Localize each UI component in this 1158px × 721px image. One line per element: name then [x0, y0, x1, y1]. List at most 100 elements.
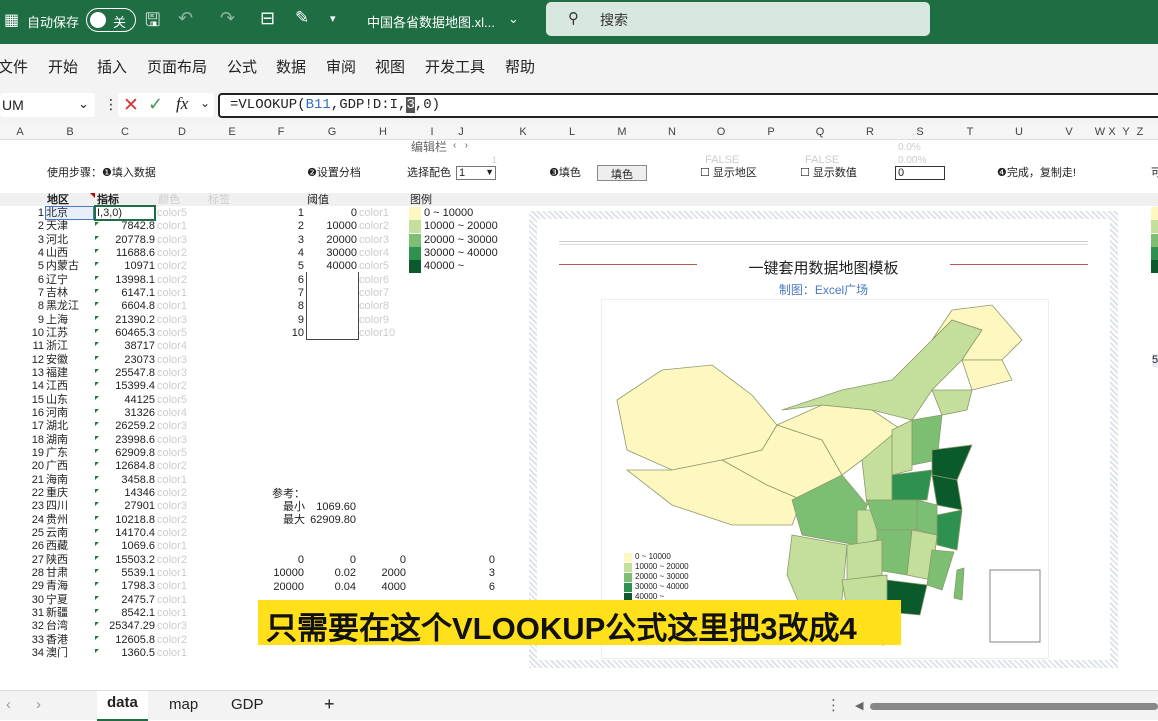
column-header-O[interactable]: O [716, 126, 726, 138]
error-indicator-icon[interactable] [95, 395, 99, 400]
indicator-cell[interactable]: 10218.8 [115, 513, 155, 526]
region-cell[interactable]: 江苏 [46, 326, 68, 339]
region-cell[interactable]: 广东 [46, 446, 68, 459]
error-indicator-icon[interactable] [95, 342, 99, 347]
error-indicator-icon[interactable] [95, 355, 99, 360]
region-cell[interactable]: 黑龙江 [46, 300, 79, 313]
tab-help[interactable]: 帮助 [505, 59, 536, 76]
region-cell[interactable]: 湖北 [46, 420, 68, 433]
save-icon[interactable]: 🖫 [145, 10, 161, 30]
column-header-E[interactable]: E [228, 126, 236, 138]
error-indicator-icon[interactable] [95, 422, 99, 427]
tab-review[interactable]: 审阅 [326, 59, 357, 76]
region-cell[interactable]: 吉林 [46, 286, 68, 299]
error-indicator-icon[interactable] [95, 622, 99, 627]
region-cell[interactable]: 澳门 [46, 646, 68, 659]
region-cell[interactable]: 贵州 [46, 513, 68, 526]
error-indicator-icon[interactable] [95, 328, 99, 333]
indicator-cell[interactable]: 15503.2 [115, 553, 155, 566]
indicator-cell[interactable]: 31326 [124, 406, 155, 419]
region-cell[interactable]: 四川 [46, 500, 68, 513]
column-header-W[interactable]: W [1094, 126, 1106, 138]
name-box[interactable]: UM ⌄ [0, 93, 95, 117]
region-cell[interactable]: 重庆 [46, 486, 68, 499]
map-chart[interactable]: 一键套用数据地图模板 制图：Excel广场 [529, 211, 1118, 668]
indicator-cell[interactable]: 27901 [124, 500, 155, 513]
region-cell[interactable]: 辽宁 [46, 273, 68, 286]
region-cell[interactable]: 香港 [46, 633, 68, 646]
threshold-value[interactable]: 20000 [326, 233, 357, 246]
region-cell[interactable]: 安徽 [46, 353, 68, 366]
region-cell[interactable]: 广西 [46, 460, 68, 473]
column-header-Q[interactable]: Q [815, 126, 825, 138]
column-header-Z[interactable]: Z [1136, 126, 1144, 138]
column-header-B[interactable]: B [66, 126, 74, 138]
error-indicator-icon[interactable] [95, 235, 99, 240]
region-cell[interactable]: 河南 [46, 406, 68, 419]
indicator-cell[interactable]: 10971 [124, 260, 155, 273]
tab-page-layout[interactable]: 页面布局 [147, 59, 208, 76]
tab-formulas[interactable]: 公式 [227, 59, 258, 76]
search-box[interactable]: ⚲ 搜索 [546, 2, 930, 36]
undo-icon[interactable]: ↶ [178, 8, 194, 28]
indicator-cell[interactable]: 13998.1 [115, 273, 155, 286]
column-header-M[interactable]: M [617, 126, 627, 138]
file-name[interactable]: 中国各省数据地图.xl... [367, 15, 495, 30]
region-cell[interactable]: 宁夏 [46, 593, 68, 606]
error-indicator-icon[interactable] [95, 502, 99, 507]
indicator-cell[interactable]: 12605.8 [115, 633, 155, 646]
decimal-input[interactable]: 0 [895, 166, 945, 180]
region-cell[interactable]: 河北 [46, 233, 68, 246]
column-header-V[interactable]: V [1065, 126, 1073, 138]
error-indicator-icon[interactable] [95, 262, 99, 267]
function-icon[interactable]: fx [176, 94, 189, 113]
fill-button[interactable]: 填色 [597, 165, 647, 181]
indicator-cell[interactable]: 1360.5 [121, 646, 155, 659]
error-indicator-icon[interactable] [95, 568, 99, 573]
indicator-cell[interactable]: 3458.8 [121, 473, 155, 486]
indicator-cell[interactable]: 11688.6 [116, 246, 155, 259]
tab-insert[interactable]: 插入 [97, 59, 128, 76]
sheet-tab-data[interactable]: data [97, 691, 148, 721]
error-indicator-icon[interactable] [95, 595, 99, 600]
error-indicator-icon[interactable] [95, 542, 99, 547]
active-cell-editor[interactable]: I,3,0) [94, 205, 156, 221]
indicator-cell[interactable]: 23998.6 [115, 433, 155, 446]
column-header-S[interactable]: S [916, 126, 924, 138]
tab-view[interactable]: 视图 [375, 59, 406, 76]
chevron-down-icon[interactable]: ⌄ [78, 96, 89, 111]
scroll-left-icon[interactable]: ◀ [855, 700, 864, 712]
indicator-cell[interactable]: 8542.1 [121, 606, 155, 619]
column-header-L[interactable]: L [568, 126, 576, 138]
region-cell[interactable]: 甘肃 [46, 566, 68, 579]
tab-developer[interactable]: 开发工具 [425, 59, 486, 76]
error-indicator-icon[interactable] [95, 582, 99, 587]
column-header-N[interactable]: N [668, 126, 676, 138]
column-header-T[interactable]: T [966, 126, 974, 138]
format-painter-icon[interactable]: ✎ [295, 8, 310, 27]
customize-icon[interactable]: ▾ [330, 13, 336, 25]
error-indicator-icon[interactable] [95, 462, 99, 467]
indicator-cell[interactable]: 38717 [124, 340, 155, 353]
indicator-cell[interactable]: 1069.6 [121, 540, 155, 553]
column-header-P[interactable]: P [767, 126, 775, 138]
region-cell[interactable]: 上海 [46, 313, 68, 326]
region-cell[interactable]: 福建 [46, 366, 68, 379]
region-cell[interactable]: 浙江 [46, 340, 68, 353]
add-sheet-button[interactable]: + [324, 694, 335, 714]
indicator-cell[interactable]: 12684.8 [115, 460, 155, 473]
sheet-tab-gdp[interactable]: GDP [231, 696, 264, 713]
error-indicator-icon[interactable] [95, 488, 99, 493]
error-indicator-icon[interactable] [95, 515, 99, 520]
error-indicator-icon[interactable] [95, 475, 99, 480]
threshold-value[interactable]: 40000 [326, 260, 357, 273]
column-header-R[interactable]: R [866, 126, 874, 138]
tab-data[interactable]: 数据 [276, 59, 307, 76]
error-indicator-icon[interactable] [95, 248, 99, 253]
formula-input[interactable]: =VLOOKUP(B11,GDP!D:I,3,0) [218, 93, 1158, 118]
indicator-cell[interactable]: 21390.2 [115, 313, 155, 326]
region-cell[interactable]: 山西 [46, 246, 68, 259]
indicator-cell[interactable]: 25347.29 [109, 620, 155, 633]
error-indicator-icon[interactable] [95, 222, 99, 227]
indicator-cell[interactable]: 23073 [124, 353, 155, 366]
